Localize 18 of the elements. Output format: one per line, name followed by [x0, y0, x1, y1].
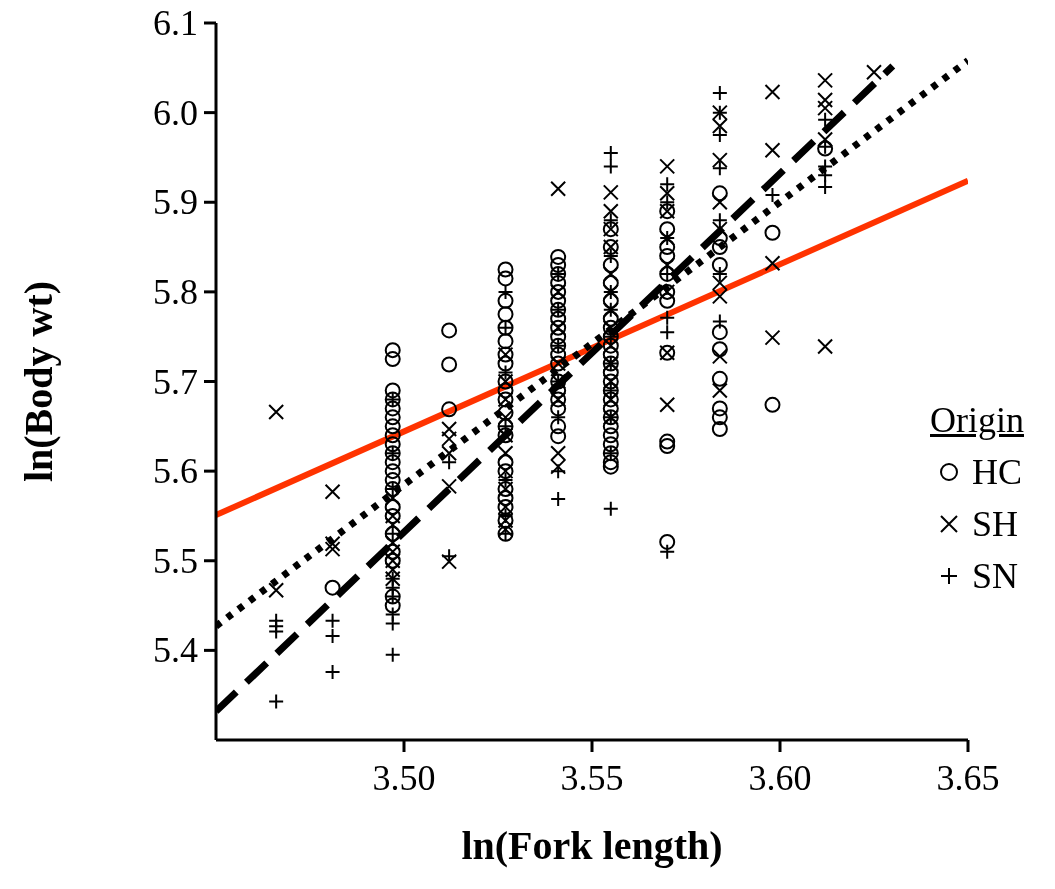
y-tick-label: 5.9	[153, 182, 198, 223]
y-tick-label: 6.0	[153, 92, 198, 133]
y-tick-label: 5.6	[153, 451, 198, 492]
x-tick-label: 3.50	[372, 758, 436, 798]
x-tick-label: 3.65	[936, 758, 1000, 798]
legend-title: Origin	[930, 399, 1024, 442]
y-tick-label: 5.5	[153, 540, 198, 581]
y-tick-label: 5.8	[153, 271, 198, 312]
y-tick-label: 5.7	[153, 361, 198, 402]
x-axis-title: ln(Fork length)	[461, 823, 723, 868]
y-tick-label: 6.1	[153, 3, 198, 43]
y-axis-title: ln(Body wt)	[16, 280, 62, 483]
x-tick-label: 3.60	[748, 758, 812, 798]
legend-label: SN	[972, 555, 1019, 598]
x-tick-label: 3.55	[560, 758, 624, 798]
legend-label: HC	[972, 451, 1023, 494]
legend-label: SH	[972, 503, 1019, 546]
y-tick-label: 5.4	[153, 630, 198, 671]
